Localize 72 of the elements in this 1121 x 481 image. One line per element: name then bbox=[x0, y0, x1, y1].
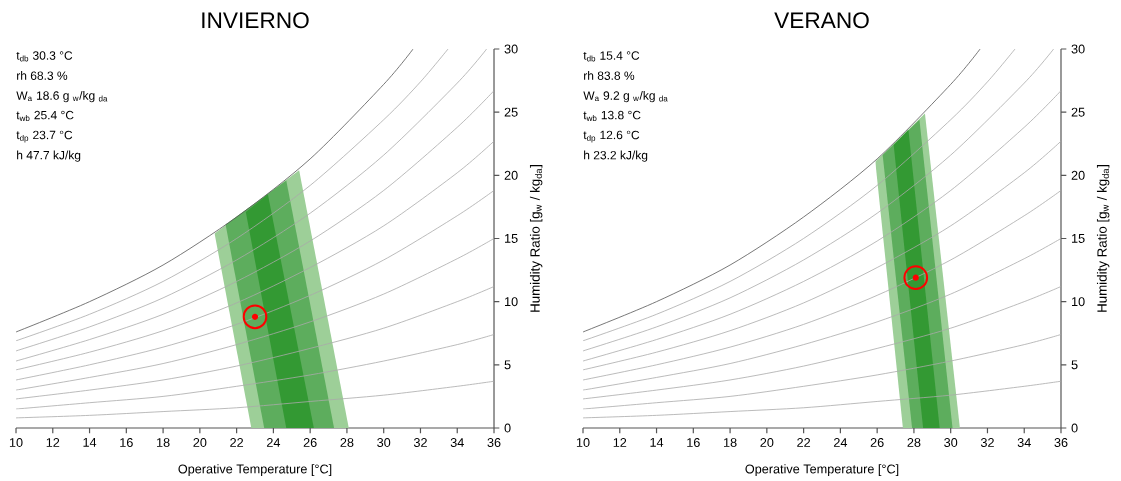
x-tick-label: 12 bbox=[46, 438, 60, 447]
y-tick-label: 5 bbox=[1071, 360, 1078, 370]
x-tick-label: 16 bbox=[120, 438, 133, 447]
line-series bbox=[16, 190, 495, 381]
line-series bbox=[16, 380, 495, 419]
line-series bbox=[583, 238, 1061, 391]
y-tick-label: 15 bbox=[505, 234, 518, 243]
x-tick-label: 14 bbox=[650, 438, 664, 447]
line-series bbox=[583, 286, 1061, 400]
x-tick-label: 14 bbox=[83, 438, 97, 447]
x-tick-label: 22 bbox=[797, 438, 811, 447]
y-tick-label: 30 bbox=[1071, 44, 1085, 54]
x-tick-label: 34 bbox=[450, 438, 464, 447]
chart-title: VERANO bbox=[774, 12, 869, 29]
y-tick-label: 10 bbox=[505, 297, 518, 307]
annotation: t$_{wb}$ 13.8 °C bbox=[583, 110, 641, 121]
y-tick-label: 0 bbox=[504, 423, 511, 433]
annotation: t$_{wb}$ 25.4 °C bbox=[16, 110, 74, 121]
x-tick-label: 32 bbox=[980, 438, 994, 447]
y-tick-label: 25 bbox=[504, 107, 518, 117]
x-tick-label: 20 bbox=[193, 438, 207, 447]
annotation: t$_{db}$ 30.3 °C bbox=[16, 51, 73, 62]
x-tick-label: 22 bbox=[230, 438, 244, 447]
line-series bbox=[583, 380, 1061, 419]
annotation: h 47.7 kJ/kg bbox=[17, 150, 81, 162]
x-axis-title: Operative Temperature [°C] bbox=[178, 464, 332, 476]
annotation: t$_{db}$ 15.4 °C bbox=[583, 51, 640, 62]
annotation: t$_{dp}$ 12.6 °C bbox=[583, 130, 640, 143]
y-tick-label: 0 bbox=[1071, 423, 1078, 433]
annotation: W$_{a}$ 18.6 g $_{w}$/kg $_{da}$ bbox=[16, 90, 108, 103]
chart-title: INVIERNO bbox=[202, 12, 309, 29]
annotation: W$_{a}$ 9.2 g $_{w}$/kg $_{da}$ bbox=[583, 90, 668, 103]
annotation: h 23.2 kJ/kg bbox=[584, 150, 648, 162]
x-tick-label: 24 bbox=[833, 438, 848, 447]
x-tick-label: 36 bbox=[1054, 438, 1068, 447]
y-tick-label: 20 bbox=[1071, 170, 1085, 180]
line-series bbox=[583, 190, 1061, 381]
y-tick-label: 20 bbox=[504, 170, 518, 180]
line-series bbox=[16, 334, 495, 410]
line-series bbox=[16, 238, 495, 391]
line-series bbox=[16, 286, 495, 400]
y-axis-title: Humidity Ratio [g$_{w}$ / kg$_{da}$] bbox=[1096, 165, 1110, 312]
x-tick-label: 28 bbox=[907, 438, 921, 447]
y-tick-label: 25 bbox=[1071, 107, 1085, 117]
line-series bbox=[583, 334, 1061, 410]
y-tick-label: 5 bbox=[504, 360, 511, 370]
y-tick-label: 10 bbox=[1072, 297, 1085, 307]
x-tick-label: 10 bbox=[9, 438, 23, 447]
x-tick-label: 26 bbox=[870, 438, 884, 447]
y-axis-title: Humidity Ratio [g$_{w}$ / kg$_{da}$] bbox=[529, 165, 543, 312]
x-tick-label: 30 bbox=[944, 438, 958, 447]
x-tick-label: 16 bbox=[687, 438, 700, 447]
line-series bbox=[583, 90, 1061, 362]
line-series bbox=[16, 90, 495, 362]
x-tick-label: 28 bbox=[340, 438, 354, 447]
x-tick-label: 12 bbox=[613, 438, 627, 447]
x-tick-label: 36 bbox=[487, 438, 501, 447]
y-tick-label: 30 bbox=[504, 44, 518, 54]
x-tick-label: 30 bbox=[377, 438, 391, 447]
x-tick-label: 24 bbox=[266, 438, 281, 447]
x-tick-label: 18 bbox=[724, 438, 737, 447]
x-tick-label: 20 bbox=[760, 438, 774, 447]
x-tick-label: 18 bbox=[157, 438, 170, 447]
annotation: t$_{dp}$ 23.7 °C bbox=[16, 130, 73, 143]
y-tick-label: 15 bbox=[1072, 234, 1085, 243]
x-tick-label: 10 bbox=[576, 438, 590, 447]
annotation: rh 83.8 % bbox=[584, 71, 635, 80]
x-tick-label: 26 bbox=[303, 438, 317, 447]
x-tick-label: 32 bbox=[413, 438, 427, 447]
annotation: rh 68.3 % bbox=[17, 71, 68, 80]
x-tick-label: 34 bbox=[1017, 438, 1031, 447]
x-axis-title: Operative Temperature [°C] bbox=[745, 464, 899, 476]
